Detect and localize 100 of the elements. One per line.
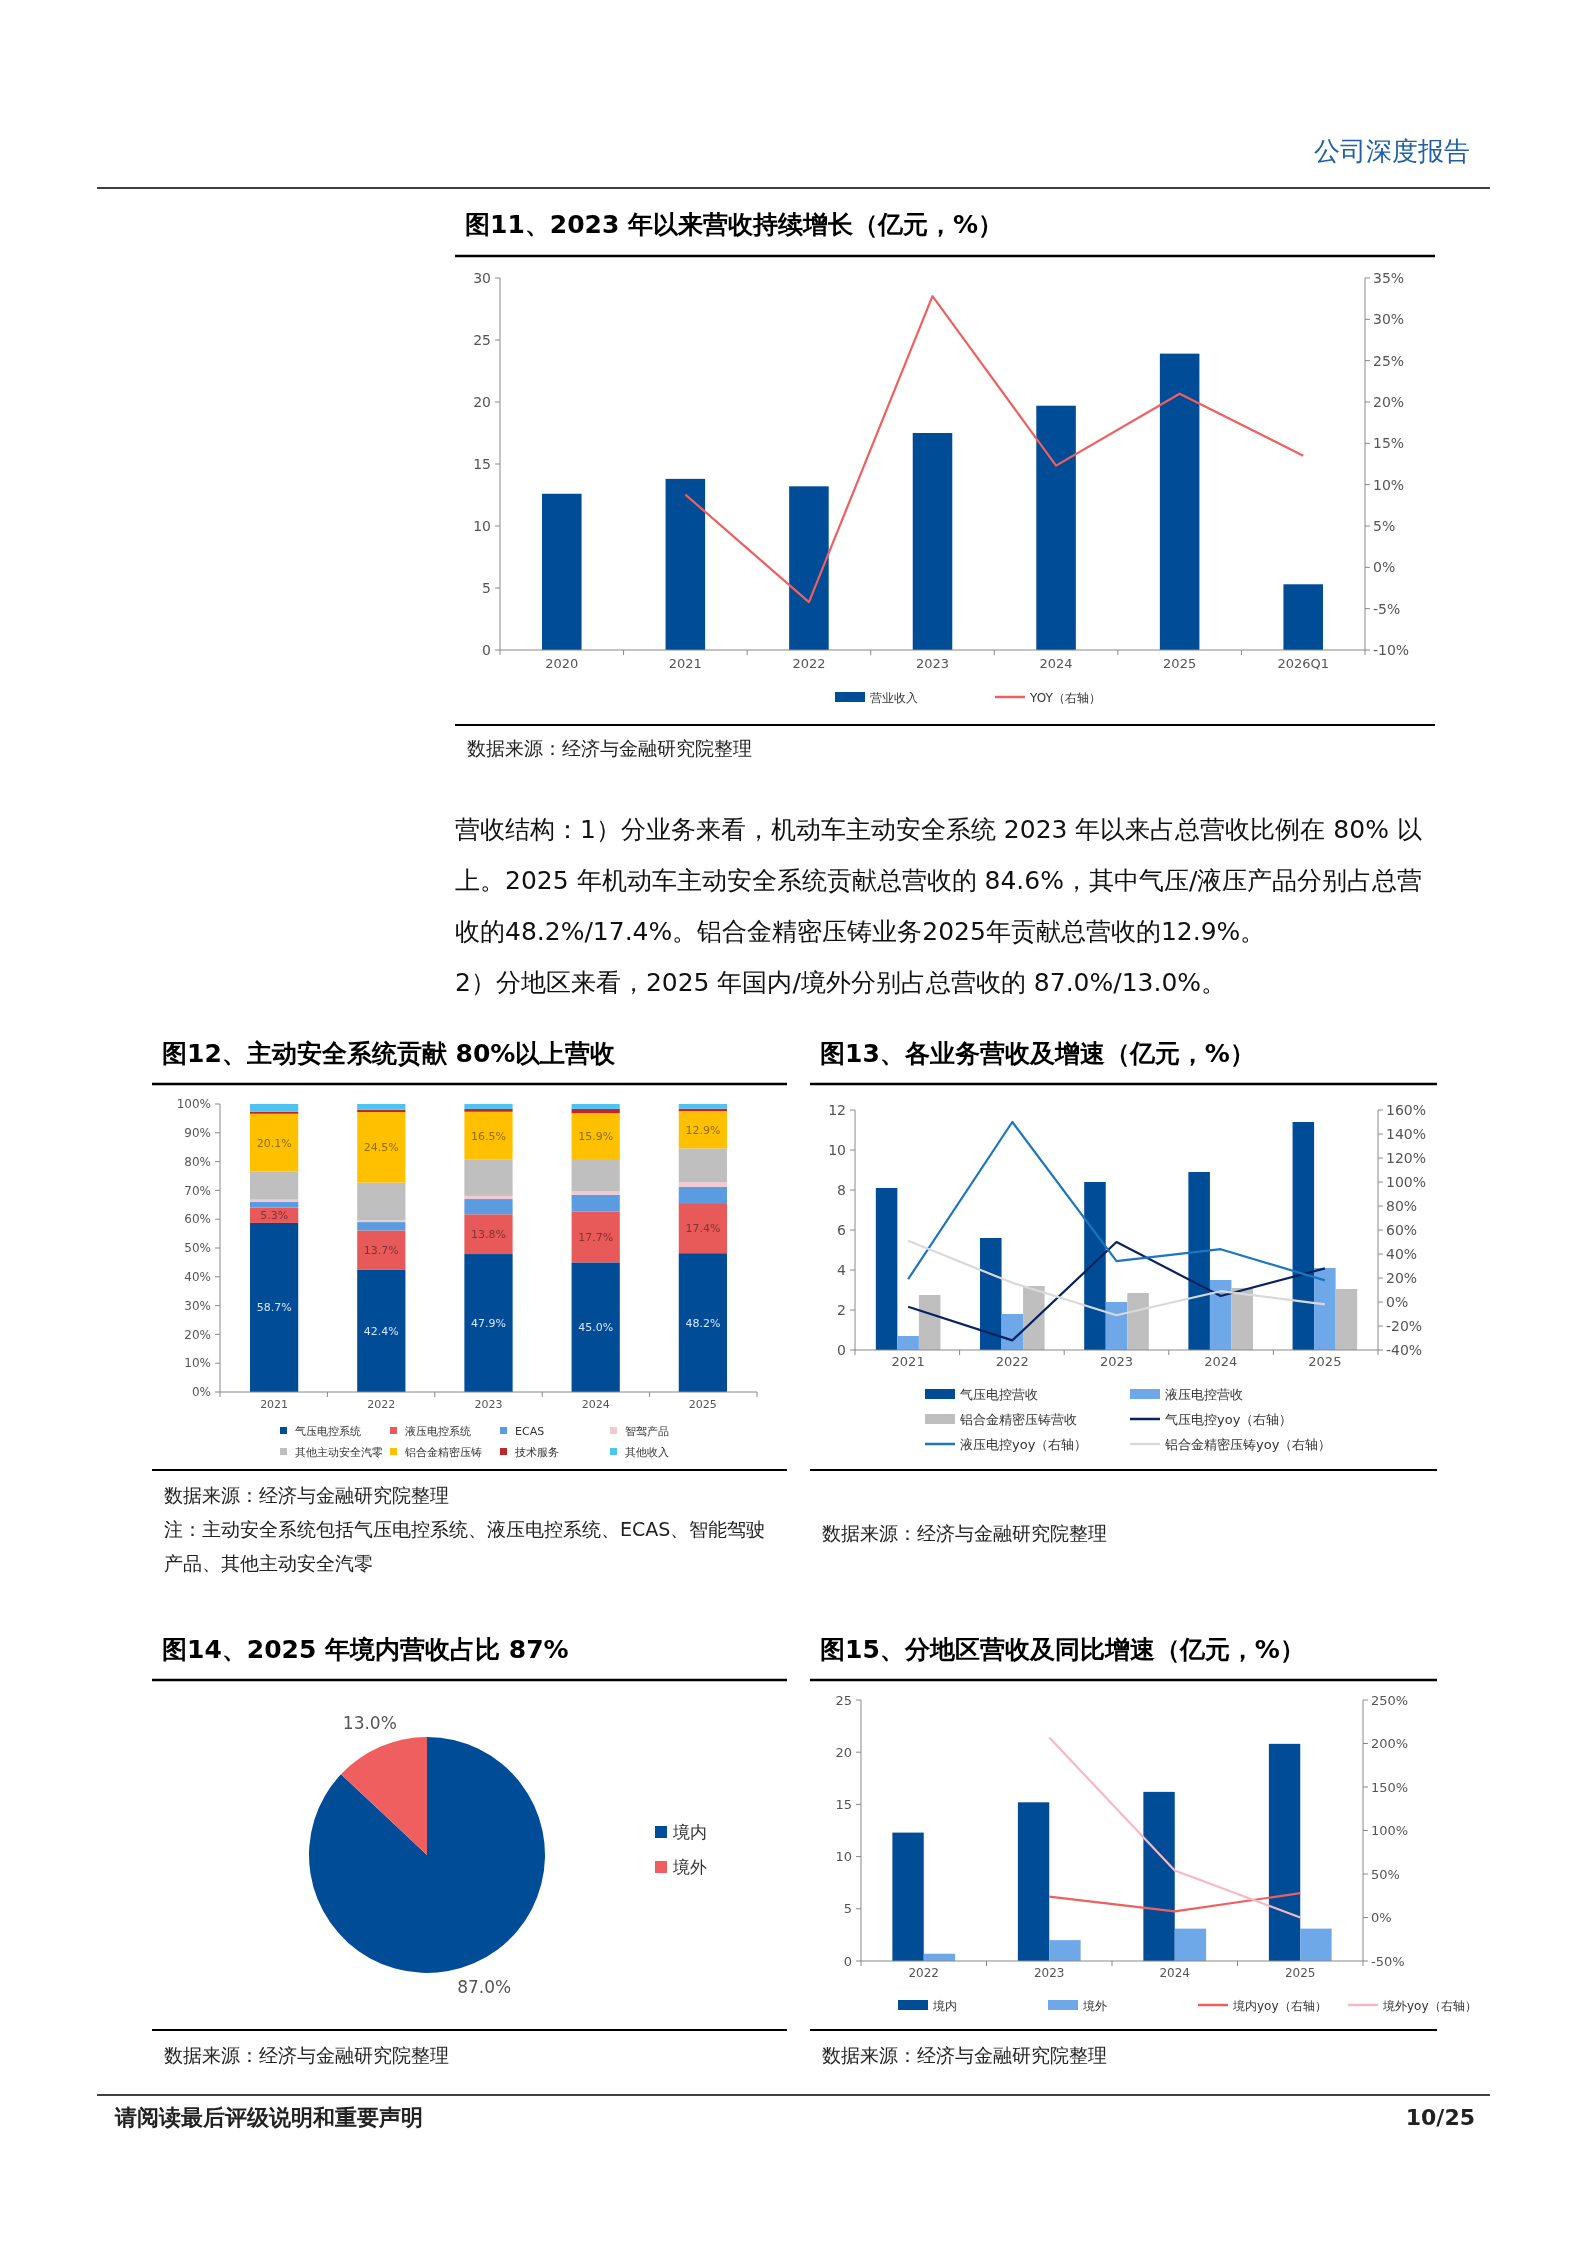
y-tick-label: 0%	[191, 1385, 211, 1400]
y-tick-label: 30	[473, 269, 491, 286]
bar	[1084, 1182, 1106, 1350]
legend-label: 气压电控系统	[295, 1425, 361, 1439]
y-tick-label: 10	[835, 1849, 852, 1865]
bar	[1174, 1928, 1207, 1961]
bar	[1231, 1288, 1253, 1350]
y-tick-label: 40%	[184, 1270, 211, 1284]
data-label: 17.7%	[578, 1230, 614, 1244]
bar	[1300, 1928, 1332, 1961]
bar	[571, 1191, 620, 1195]
bar	[1335, 1289, 1358, 1350]
legend-label: 气压电控yoy（右轴）	[1165, 1411, 1293, 1427]
data-label: 87.0%	[457, 1977, 512, 1998]
y2-tick-label: -40%	[1386, 1341, 1423, 1358]
y2-tick-label: 0%	[1386, 1293, 1409, 1310]
bar	[464, 1104, 513, 1109]
source-note: 数据来源：经济与金融研究院整理	[164, 2044, 449, 2066]
x-tick-label: 2025	[1163, 656, 1197, 671]
y2-tick-label: 100%	[1386, 1173, 1427, 1190]
bar	[1036, 405, 1076, 650]
data-label: 45.0%	[578, 1321, 614, 1335]
y2-tick-label: 80%	[1386, 1197, 1418, 1214]
y2-tick-label: 250%	[1371, 1692, 1409, 1708]
data-label: 42.4%	[363, 1324, 399, 1338]
data-label: 17.4%	[685, 1222, 721, 1236]
bar	[250, 1222, 299, 1392]
y-tick-label: 6	[837, 1221, 847, 1238]
bar	[1127, 1293, 1149, 1350]
legend-label: 液压电控营收	[1165, 1386, 1243, 1402]
y2-tick-label: 150%	[1371, 1779, 1409, 1795]
bar	[1314, 1268, 1336, 1350]
legend-label: 其他主动安全汽零	[295, 1446, 383, 1460]
bar	[250, 1201, 299, 1208]
y-tick-label: 90%	[184, 1126, 211, 1140]
bar	[464, 1254, 513, 1392]
bar	[1268, 1743, 1301, 1961]
y2-tick-label: 200%	[1371, 1736, 1409, 1752]
legend-label: 境内yoy（右轴）	[1232, 1998, 1327, 2013]
bar	[678, 1186, 727, 1204]
bar	[464, 1195, 513, 1200]
bar	[1143, 1791, 1175, 1961]
bar	[571, 1211, 620, 1263]
y2-tick-label: -5%	[1373, 600, 1401, 617]
y-tick-label: 20%	[184, 1327, 211, 1342]
y-tick-label: 10%	[184, 1356, 211, 1371]
bar	[571, 1159, 620, 1192]
y2-tick-label: 20%	[1386, 1269, 1418, 1286]
bar	[918, 1295, 941, 1350]
y-tick-label: 15	[835, 1796, 852, 1812]
x-tick-label: 2023	[474, 1398, 503, 1411]
bar	[357, 1269, 406, 1392]
bar	[678, 1203, 727, 1254]
y-tick-label: 25	[835, 1692, 852, 1708]
source-note: 数据来源：经济与金融研究院整理	[822, 2044, 1107, 2066]
chart-title: 图15、分地区营收及同比增速（亿元，%）	[820, 1635, 1305, 1664]
bar	[1283, 584, 1323, 650]
text: 注：主动安全系统包括气压电控系统、液压电控系统、ECAS、智能驾驶产品、其他主动安全汽零	[164, 1518, 766, 1574]
bar	[250, 1113, 299, 1172]
legend-label: 技术服务	[514, 1446, 559, 1460]
bar	[1159, 353, 1200, 650]
line-series	[684, 295, 1305, 604]
y-tick-label: 60%	[184, 1212, 211, 1227]
y2-tick-label: 35%	[1373, 269, 1405, 286]
text: 2）分地区来看，2025 年国内/境外分别占总营收的 87.0%/13.0%。	[455, 968, 1227, 997]
y-tick-label: 0	[837, 1341, 846, 1358]
bar	[678, 1104, 727, 1109]
data-label: 13.7%	[363, 1244, 399, 1258]
bar	[678, 1111, 727, 1149]
x-tick-label: 2023	[1033, 1966, 1065, 1980]
x-tick-label: 2022	[908, 1966, 940, 1980]
y-tick-label: 0	[482, 641, 491, 658]
y2-tick-label: 140%	[1386, 1125, 1427, 1142]
x-tick-label: 2025	[688, 1398, 717, 1411]
y-tick-label: 2	[837, 1301, 846, 1318]
bar	[571, 1262, 620, 1392]
bar	[464, 1214, 513, 1255]
data-label: 20.1%	[256, 1136, 292, 1150]
legend-label: 智驾产品	[625, 1425, 669, 1439]
text: 公司深度报告	[1314, 136, 1470, 166]
bar	[1023, 1286, 1045, 1350]
y2-tick-label: 0%	[1373, 559, 1396, 576]
bar	[892, 1832, 924, 1961]
bar	[357, 1230, 406, 1270]
y2-tick-label: 30%	[1373, 311, 1405, 328]
text: 请阅读最后评级说明和重要声明	[114, 2105, 423, 2130]
y-tick-label: 12	[828, 1101, 846, 1118]
bar	[1049, 1940, 1081, 1961]
y2-tick-label: -50%	[1371, 1953, 1405, 1969]
y-tick-label: 15	[473, 455, 491, 472]
legend-label: 其他收入	[625, 1446, 669, 1460]
x-tick-label: 2021	[668, 656, 702, 671]
bar	[875, 1188, 898, 1350]
y2-tick-label: 60%	[1386, 1221, 1418, 1238]
y2-tick-label: 100%	[1371, 1823, 1409, 1839]
bar	[250, 1171, 299, 1200]
y-tick-label: 30%	[184, 1298, 211, 1313]
data-label: 5.3%	[260, 1209, 289, 1223]
y-tick-label: 70%	[184, 1183, 211, 1198]
bar	[980, 1238, 1002, 1350]
